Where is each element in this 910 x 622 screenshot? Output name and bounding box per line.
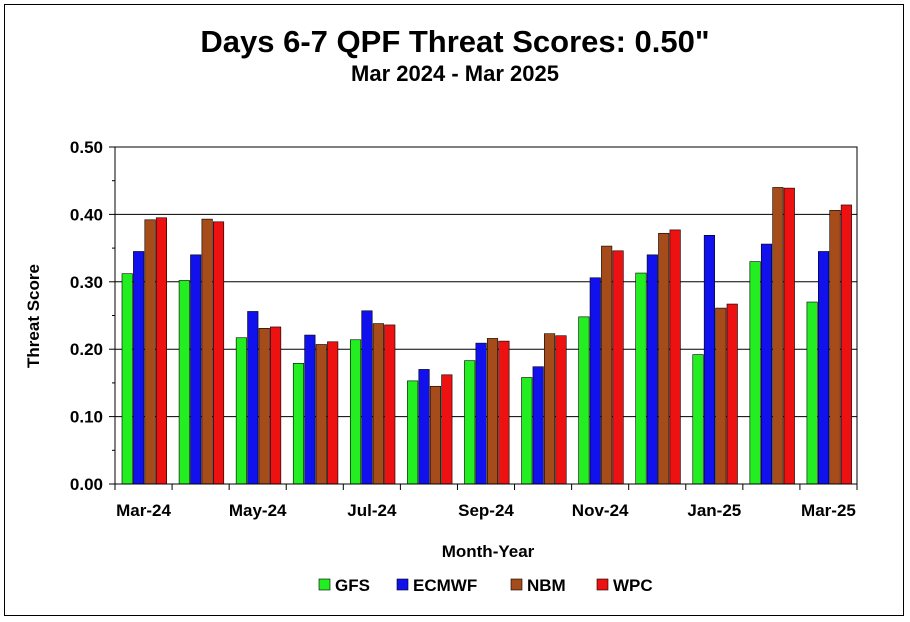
bar-wpc-oct-24 [555,335,567,485]
bars [121,187,852,485]
bar-wpc-mar-24 [155,217,167,485]
y-tick-label: 0.40 [70,205,103,224]
x-tick-label: Sep-24 [458,501,514,520]
bar-wpc-may-24 [270,326,282,485]
chart-title: Days 6-7 QPF Threat Scores: 0.50" [200,24,709,59]
bar-nbm-aug-24 [429,385,441,485]
bar-nbm-feb-25 [772,187,784,485]
legend-swatch-ecmwf [396,578,409,591]
bar-nbm-jan-25 [715,307,727,485]
y-axis-label: Threat Score [24,264,43,368]
legend-label-nbm: NBM [527,576,566,595]
bar-ecmwf-jun-24 [304,334,316,485]
bar-wpc-mar-25 [840,204,852,485]
bar-ecmwf-sep-24 [475,342,487,485]
legend: GFS ECMWF NBM WPC [318,576,653,595]
bar-wpc-nov-24 [612,250,624,485]
bar-gfs-dec-24 [635,272,647,485]
bar-nbm-dec-24 [658,232,670,485]
bar-nbm-mar-25 [829,210,841,485]
bar-ecmwf-nov-24 [589,277,601,485]
bar-wpc-jun-24 [327,341,339,485]
bar-ecmwf-mar-25 [818,251,830,485]
bar-gfs-apr-24 [178,280,190,485]
x-axis-label: Month-Year [442,542,535,561]
bar-gfs-jun-24 [292,363,305,485]
bar-gfs-mar-25 [806,301,818,485]
bar-gfs-oct-24 [521,377,533,485]
bar-gfs-jul-24 [350,339,362,485]
bar-nbm-sep-24 [486,338,499,485]
bar-ecmwf-jan-25 [703,234,715,485]
y-tick-label: 0.50 [70,138,103,157]
bar-nbm-mar-24 [144,219,156,485]
x-tick-label: Jul-24 [347,501,397,520]
bar-wpc-jul-24 [384,324,396,485]
bar-ecmwf-dec-24 [646,254,658,485]
legend-label-gfs: GFS [335,576,370,595]
axes: 0.00 0.10 0.20 0.30 0.40 0.50 Mar-24 May-24 Jul-… [70,138,858,520]
x-tick-label: Mar-25 [801,501,856,520]
bar-gfs-feb-25 [749,261,761,485]
x-tick-label: May-24 [229,501,287,520]
legend-swatch-nbm [510,578,523,591]
bar-wpc-aug-24 [441,374,453,485]
bar-nbm-oct-24 [544,333,556,485]
bar-ecmwf-feb-25 [760,243,773,485]
y-tick-label: 0.10 [70,408,103,427]
bar-wpc-sep-24 [498,340,510,485]
x-tick-label: Jan-25 [687,501,741,520]
bar-nbm-jul-24 [372,323,384,485]
bar-ecmwf-may-24 [247,311,259,485]
x-tick-label: Mar-24 [116,501,171,520]
bar-ecmwf-oct-24 [532,366,544,485]
legend-swatch-wpc [596,578,609,591]
bar-gfs-mar-24 [121,273,133,485]
bar-ecmwf-aug-24 [418,369,430,485]
bar-nbm-nov-24 [601,245,613,485]
bar-nbm-may-24 [258,328,270,485]
bar-ecmwf-apr-24 [190,254,202,485]
bar-wpc-feb-25 [783,187,795,485]
bar-gfs-sep-24 [464,360,476,485]
bar-gfs-nov-24 [578,316,590,485]
bar-ecmwf-jul-24 [361,310,373,485]
bar-gfs-jan-25 [692,354,704,485]
y-tick-label: 0.00 [70,475,103,494]
bar-gfs-may-24 [235,337,247,485]
bar-wpc-apr-24 [212,221,225,485]
bar-nbm-apr-24 [201,218,213,485]
bar-wpc-dec-24 [669,229,681,485]
bar-ecmwf-mar-24 [133,251,145,485]
y-tick-label: 0.20 [70,340,103,359]
bar-nbm-jun-24 [315,344,327,485]
y-tick-label: 0.30 [70,273,103,292]
legend-label-wpc: WPC [613,576,653,595]
chart-subtitle: Mar 2024 - Mar 2025 [351,61,559,86]
bar-gfs-aug-24 [407,380,419,485]
bar-wpc-jan-25 [726,303,738,485]
x-tick-label: Nov-24 [572,501,629,520]
legend-swatch-gfs [318,578,331,591]
legend-label-ecmwf: ECMWF [413,576,477,595]
